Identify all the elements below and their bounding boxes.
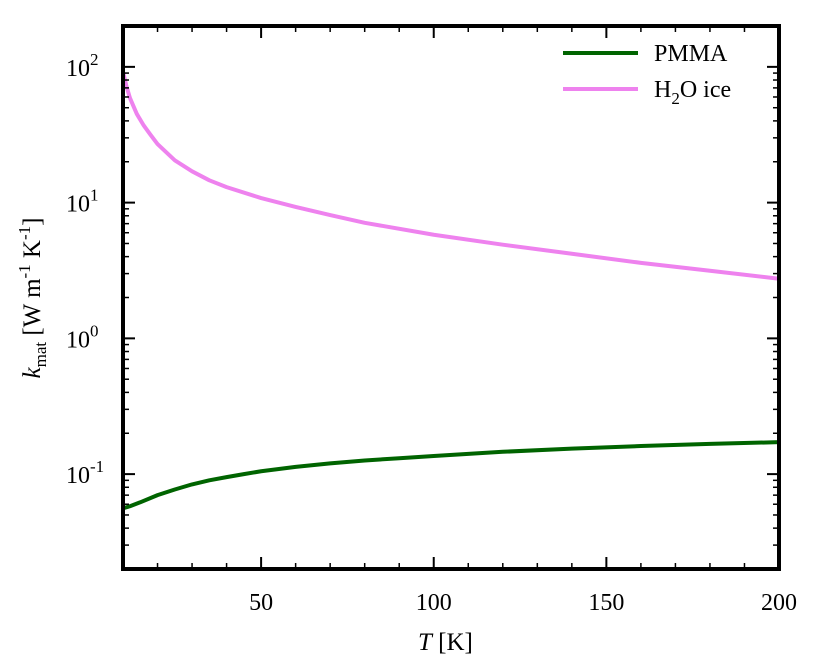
y-axis-exp2: -1 [15, 226, 34, 240]
y-tick-label: 100 [66, 321, 99, 353]
x-axis-label: T [K] [418, 629, 473, 656]
y-axis-var: k [19, 367, 46, 379]
y-axis-sub: mat [31, 342, 50, 368]
y-axis-mid: K [19, 240, 46, 264]
plot-lines [121, 71, 780, 511]
plot-frame [121, 24, 781, 571]
x-tick-label: 100 [416, 590, 452, 616]
legend-h2o-rest: O ice [680, 77, 731, 103]
y-tick-label: 102 [66, 50, 99, 82]
x-tick-label: 200 [761, 590, 797, 616]
series-line-pmma [122, 440, 780, 511]
ticks: 50 100 150 200 102 101 100 10-1 [66, 25, 797, 616]
y-axis-exp1: -1 [15, 264, 34, 278]
y-axis-label: kmat [W m-1 K-1] [15, 217, 50, 378]
y-axis-unit-suffix: ] [19, 217, 46, 225]
x-tick-label: 150 [588, 590, 624, 616]
series-line-h2o-ice [121, 71, 780, 281]
x-tick-label: 50 [249, 590, 273, 616]
x-axis-var: T [418, 629, 434, 656]
y-axis-unit-prefix: [W m [19, 278, 46, 342]
y-tick-label: 101 [66, 186, 99, 218]
legend-label-pmma: PMMA [654, 41, 728, 67]
y-tick-label: 10-1 [66, 457, 104, 489]
x-axis-unit: [K] [432, 629, 473, 656]
legend-h2o-sub: 2 [671, 89, 680, 108]
legend-label-h2o-ice: H2O ice [654, 77, 731, 108]
legend-h2o-main: H [654, 77, 671, 103]
legend: PMMA H2O ice [563, 41, 731, 108]
